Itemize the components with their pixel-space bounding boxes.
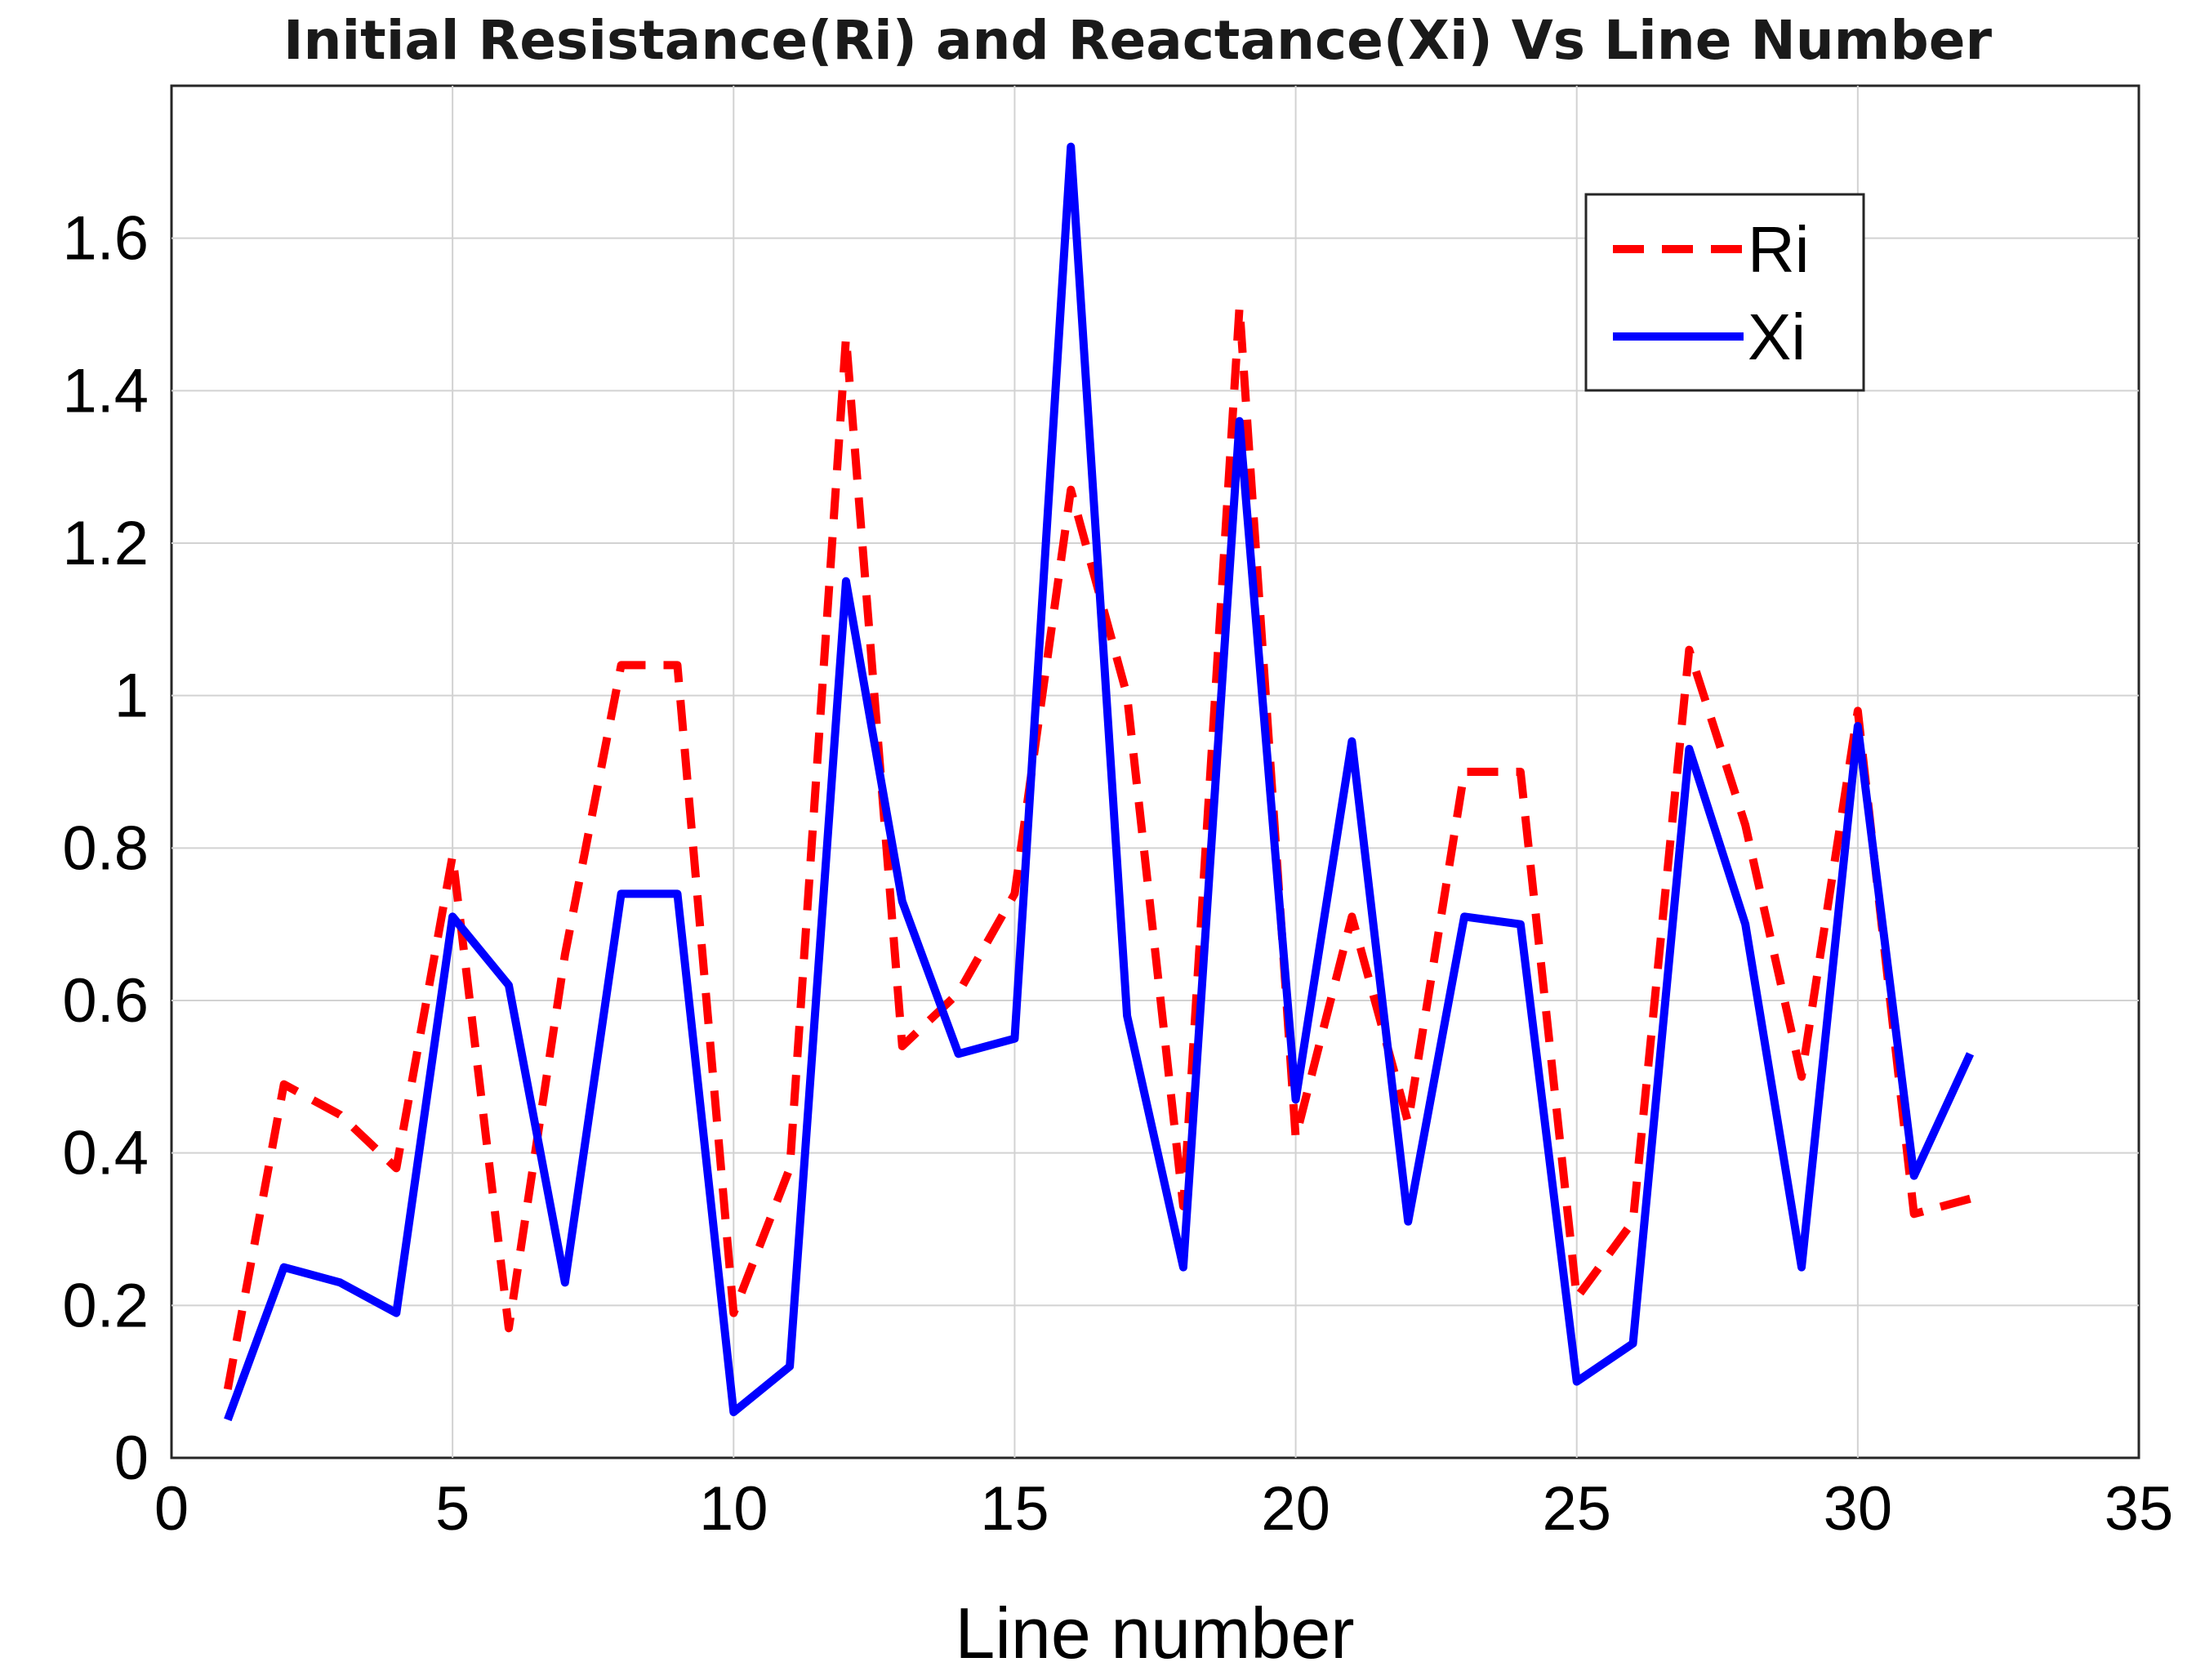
y-tick-labels: 0 0.2 0.4 0.6 0.8 1 1.2 1.4 1.6 xyxy=(62,204,149,1493)
x-tick-label: 25 xyxy=(1542,1474,1611,1544)
y-tick-label: 0.2 xyxy=(62,1271,149,1340)
y-tick-label: 1.2 xyxy=(62,509,149,578)
x-tick-label: 0 xyxy=(154,1474,189,1544)
x-tick-label: 10 xyxy=(699,1474,768,1544)
legend: Ri Xi xyxy=(1584,193,1865,392)
chart-title: Initial Resistance(Ri) and Reactance(Xi)… xyxy=(283,9,1992,72)
legend-xi-label: Xi xyxy=(1748,301,1806,373)
legend-box xyxy=(1584,193,1865,392)
x-tick-label: 15 xyxy=(980,1474,1049,1544)
x-tick-label: 35 xyxy=(2105,1474,2174,1544)
series-line-xi xyxy=(224,142,1975,1422)
x-tick-label: 20 xyxy=(1261,1474,1330,1544)
y-tick-label: 0 xyxy=(114,1424,149,1493)
legend-ri-label: Ri xyxy=(1748,213,1810,286)
x-tick-labels: 0 5 10 15 20 25 30 35 xyxy=(154,1474,2173,1544)
x-axis-label: Line number xyxy=(955,1593,1354,1673)
y-tick-label: 1.6 xyxy=(62,204,149,274)
x-tick-label: 5 xyxy=(435,1474,470,1544)
y-tick-label: 1.4 xyxy=(62,356,149,426)
x-tick-label: 30 xyxy=(1824,1474,1893,1544)
grid-lines xyxy=(171,86,2139,1458)
y-tick-label: 0.6 xyxy=(62,966,149,1036)
y-tick-label: 0.8 xyxy=(62,813,149,883)
data-series xyxy=(223,142,1975,1422)
y-tick-label: 0.4 xyxy=(62,1119,149,1188)
series-line-ri xyxy=(223,302,1971,1390)
y-tick-label: 1 xyxy=(114,662,149,731)
